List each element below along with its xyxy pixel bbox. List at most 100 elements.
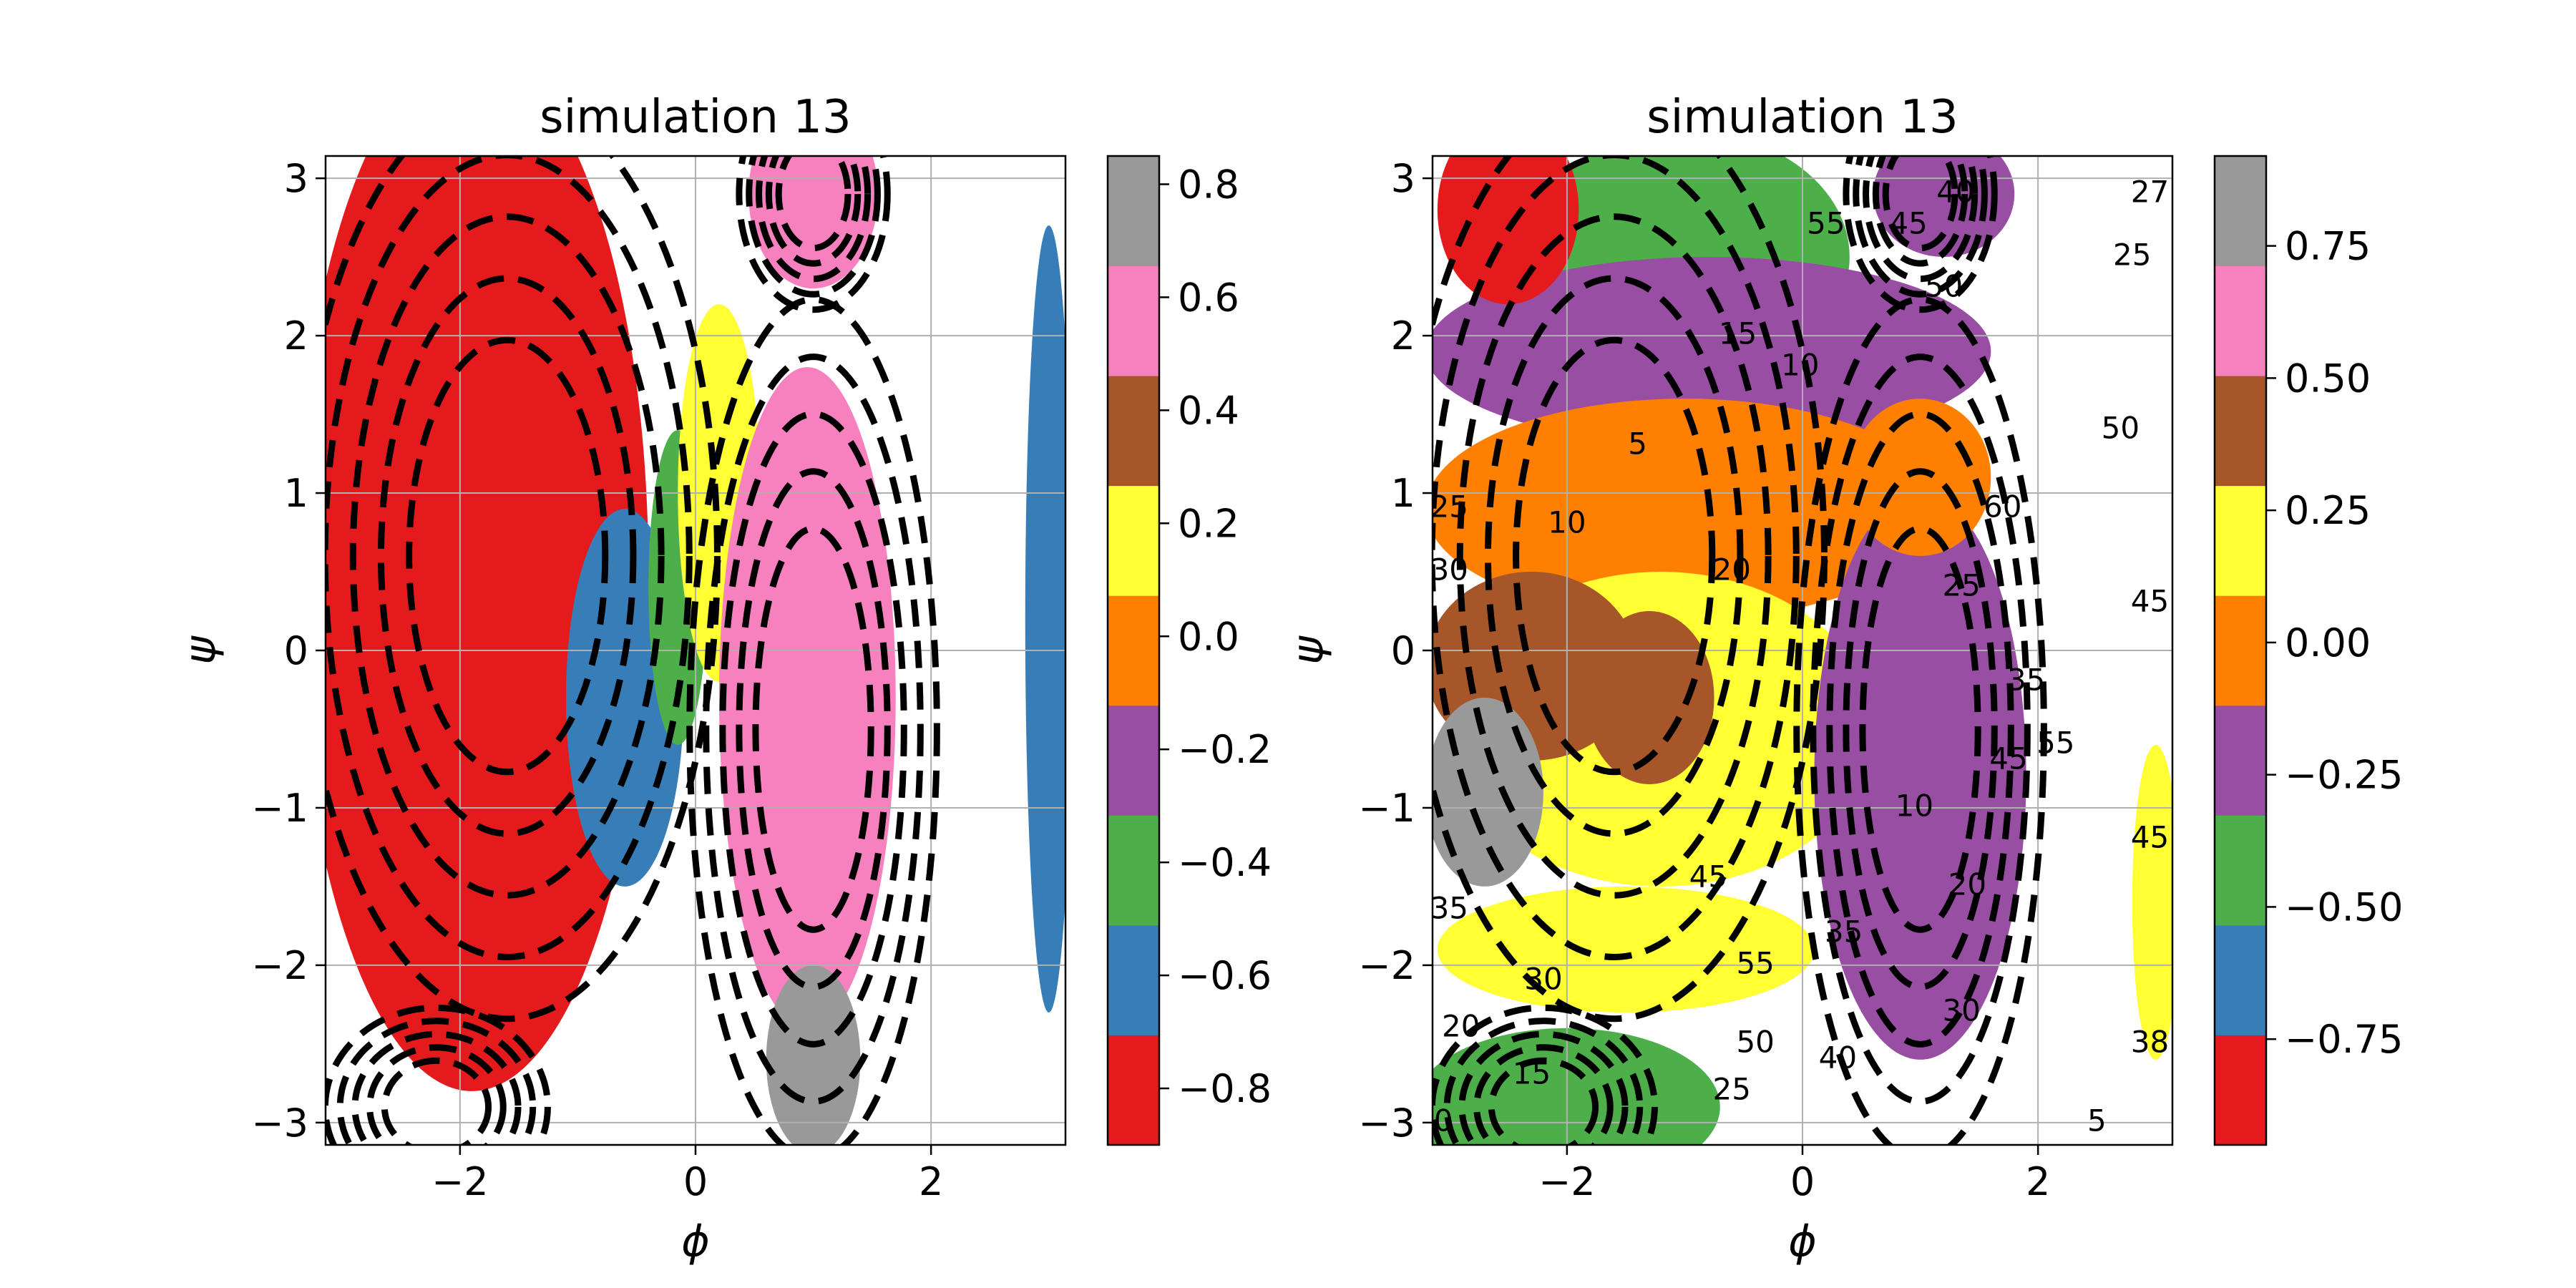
contour-line (1859, 525, 1981, 933)
colorbar-tick-label: −0.25 (2285, 753, 2403, 798)
contour-line (1882, 156, 1958, 252)
xlabel-left: ϕ (681, 1216, 710, 1267)
grid-left (326, 156, 1065, 1145)
contour-label: 15 (1719, 316, 1757, 351)
colorbar-segment (1108, 595, 1159, 706)
colorbar-segment (1108, 156, 1159, 267)
contour-line (1473, 1044, 1614, 1145)
colorbar-frame (1106, 155, 1161, 1146)
contour-line (1456, 213, 1772, 899)
contour-label: 27 (2131, 175, 2169, 210)
contour-line (756, 156, 872, 283)
colorbar-tick-label: 0.75 (2285, 224, 2371, 269)
x-tick-label: 2 (2026, 1159, 2050, 1204)
colorbar-tick-label: −0.4 (1178, 840, 1272, 885)
contour-line (351, 1030, 522, 1145)
y-tick-label: −3 (251, 1101, 308, 1146)
contour-label: 25 (1713, 1071, 1751, 1106)
y-tick-label: 3 (1391, 156, 1415, 201)
heatmap-region (1849, 399, 1991, 557)
contour-line (736, 468, 891, 990)
contour-label: 5 (1628, 426, 1647, 462)
contour-line (686, 296, 940, 1145)
colorbar-tick-label: −0.6 (1178, 953, 1272, 998)
y-tick-label: −2 (1358, 943, 1415, 988)
colorbar-frame (2213, 155, 2268, 1146)
contour-line (326, 156, 721, 1022)
contour-label: 35 (1825, 914, 1863, 949)
contour-line (1433, 1004, 1658, 1145)
colorbar-tick-label: −0.8 (1178, 1066, 1272, 1111)
contour-line (1484, 275, 1744, 837)
x-tick-label: −2 (1538, 1159, 1596, 1204)
colorbar-tick-label: 0.50 (2285, 356, 2371, 401)
y-tick-label: 2 (284, 313, 308, 358)
contour-line (752, 525, 874, 933)
colorbar-segment (2215, 376, 2266, 487)
contour-label: 55 (2036, 725, 2074, 760)
heatmap-region (1873, 156, 2015, 258)
contour-label: 45 (1689, 859, 1727, 894)
colorbar-segment (1108, 924, 1159, 1035)
contour-label: 20 (1442, 1008, 1480, 1043)
colorbar-segment (1108, 485, 1159, 596)
contour-line (336, 1018, 537, 1145)
heatmap-region (1433, 257, 1991, 447)
contour-line (377, 275, 637, 837)
y-tick-label: −2 (251, 943, 308, 988)
contour-label: 40 (1819, 1040, 1857, 1075)
colorbar-tick-label: 0.6 (1178, 275, 1239, 320)
ylabel-left: ψ (175, 635, 225, 665)
contour-line (1433, 156, 1828, 1022)
x-tick-label: −2 (431, 1159, 489, 1204)
colorbar-segment (2215, 485, 2266, 596)
colorbar-segment (1108, 1035, 1159, 1146)
contour-line (1843, 156, 1998, 313)
contour-label: 45 (1989, 741, 2027, 776)
contour-label: 25 (1430, 489, 1468, 525)
colorbar-segment (2215, 595, 2266, 706)
contour-line (1443, 1018, 1644, 1145)
contour-line (1810, 353, 2031, 1105)
y-tick-label: 1 (284, 471, 308, 516)
colorbar-segment (1108, 815, 1159, 926)
contour-label: 35 (2007, 662, 2045, 697)
colorbar-tick-label: 0.0 (1178, 614, 1239, 659)
y-tick-label: −3 (1358, 1101, 1415, 1146)
contour-line (366, 1044, 507, 1145)
contour-line (326, 1004, 551, 1145)
y-tick-label: −1 (251, 786, 308, 831)
contour-label: 35 (1430, 890, 1468, 925)
heatmap-region (766, 965, 861, 1145)
contour-label: 20 (1948, 867, 1986, 902)
colorbar-segment (2215, 924, 2266, 1035)
y-tick-label: 2 (1391, 313, 1415, 358)
contour-line (1863, 156, 1979, 283)
contour-label: 25 (2113, 238, 2151, 273)
contour-label: 25 (1942, 568, 1980, 603)
contour-line (1458, 1030, 1629, 1145)
contour-lines-right (1433, 156, 2047, 1145)
y-tick-label: −1 (1358, 786, 1415, 831)
colorbar-tick-label: −0.2 (1178, 727, 1272, 772)
contour-line (1826, 411, 2014, 1048)
contour-line (775, 156, 852, 252)
contour-label: 15 (1513, 1055, 1551, 1091)
contour-label: 50 (2102, 411, 2140, 446)
colorbar-segment (2215, 705, 2266, 816)
colorbar-right: −0.75 −0.50 −0.25 0.00 0.25 0.50 0.75 (2213, 155, 2403, 1146)
xlabel-right: ϕ (1788, 1216, 1817, 1267)
contour-line (326, 156, 693, 960)
contour-line (349, 213, 665, 899)
y-tick-label: 3 (284, 156, 308, 201)
colorbar-tick-label: 0.25 (2285, 488, 2371, 533)
colorbar-segment (1108, 705, 1159, 816)
contour-line (1793, 296, 2047, 1145)
contour-line (719, 411, 907, 1048)
contour-line (765, 156, 862, 267)
heatmap-region (1584, 611, 1714, 784)
contour-line (1488, 1057, 1599, 1145)
contour-label: 10 (1896, 788, 1933, 823)
